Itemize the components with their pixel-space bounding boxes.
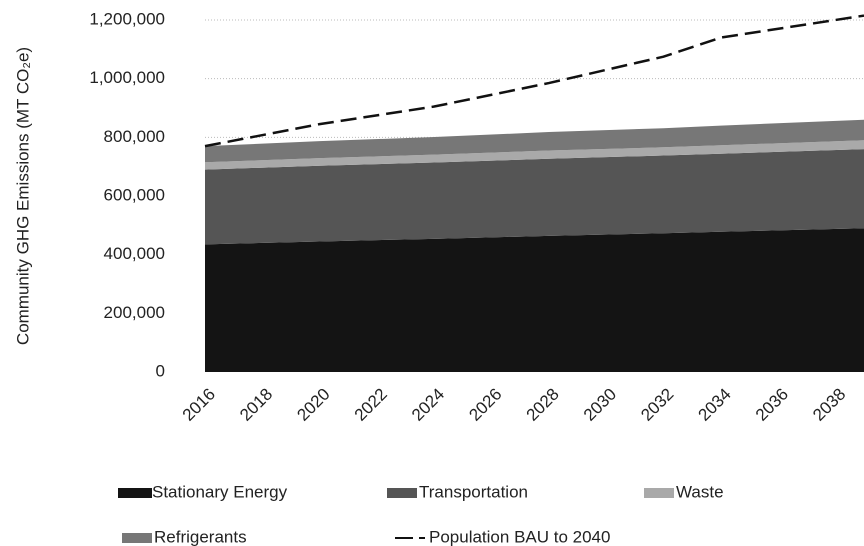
- y-tick-label: 800,000: [104, 127, 165, 146]
- y-axis-title: Community GHG Emissions (MT CO₂e): [13, 47, 32, 345]
- x-tick-label: 2038: [809, 385, 849, 425]
- x-tick-label: 2024: [408, 385, 448, 425]
- bau-line: [204, 14, 864, 148]
- x-tick-label: 2034: [695, 385, 735, 425]
- x-tick-label: 2016: [179, 385, 219, 425]
- y-tick-label: 400,000: [104, 244, 165, 263]
- x-tick-label: 2028: [523, 385, 563, 425]
- x-tick-label: 2036: [752, 385, 792, 425]
- area: [205, 119, 864, 163]
- legend-label: Refrigerants: [154, 527, 247, 546]
- legend-swatch: [118, 488, 152, 498]
- legend-label: Stationary Energy: [152, 482, 288, 501]
- x-tick-label: 2026: [465, 385, 505, 425]
- y-tick-label: 1,200,000: [89, 9, 165, 28]
- legend-swatch: [122, 533, 152, 543]
- legend-swatch: [387, 488, 417, 498]
- area: [205, 228, 864, 372]
- area: [205, 140, 864, 170]
- legend-label: Population BAU to 2040: [429, 527, 610, 546]
- x-tick-label: 2032: [637, 385, 677, 425]
- y-tick-label: 0: [156, 361, 165, 380]
- x-tick-label: 2030: [580, 385, 620, 425]
- legend-swatch: [644, 488, 674, 498]
- y-tick-label: 200,000: [104, 303, 165, 322]
- legend-label: Waste: [676, 482, 724, 501]
- x-tick-label: 2018: [236, 385, 276, 425]
- y-tick-label: 600,000: [104, 185, 165, 204]
- y-tick-label: 1,000,000: [89, 68, 165, 87]
- x-tick-label: 2020: [293, 385, 333, 425]
- x-tick-label: 2022: [351, 385, 391, 425]
- area: [205, 149, 864, 245]
- legend-label: Transportation: [419, 482, 528, 501]
